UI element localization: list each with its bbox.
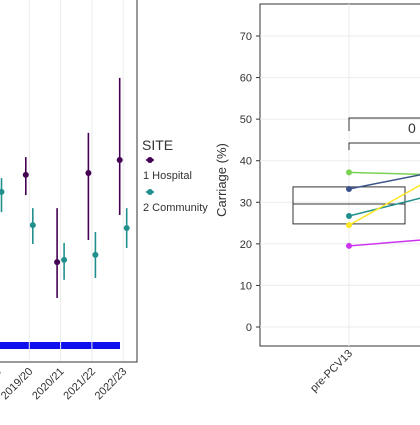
x-tick-label: 2019/20 xyxy=(0,366,35,403)
series-line xyxy=(348,184,420,226)
y-tick-label: 60 xyxy=(240,73,252,85)
point xyxy=(29,222,36,229)
x-tick-label: 2021/22 xyxy=(61,366,98,403)
series-line xyxy=(348,171,420,176)
point xyxy=(346,222,352,229)
y-tick-label: 20 xyxy=(240,239,252,251)
x-tick-label: pre-PCV13 xyxy=(308,348,355,395)
point xyxy=(346,185,352,192)
point xyxy=(346,242,352,249)
point xyxy=(346,169,352,176)
left-panel xyxy=(0,0,138,363)
x-tick-label: 2020/21 xyxy=(30,366,67,403)
legend-dot xyxy=(147,157,153,163)
legend-title: SITE xyxy=(142,137,173,153)
y-tick-label: 0 xyxy=(246,322,252,334)
point xyxy=(116,157,123,164)
plot-area xyxy=(260,4,420,346)
point xyxy=(123,225,130,232)
right-panel xyxy=(259,3,420,347)
legend-label: 2 Community xyxy=(143,202,208,214)
x-tick-label: 2022/23 xyxy=(93,366,130,403)
y-tick-label: 40 xyxy=(240,156,252,168)
y-axis-label: Carriage (%) xyxy=(214,143,229,217)
bracket xyxy=(348,117,420,131)
series-line xyxy=(348,239,420,247)
annotation: 0 xyxy=(408,120,416,136)
legend-label: 1 Hospital xyxy=(143,170,192,182)
series-line xyxy=(348,174,420,190)
point xyxy=(85,170,92,177)
point xyxy=(92,251,99,258)
point xyxy=(0,188,5,195)
y-tick-label: 70 xyxy=(240,31,252,43)
period-bar xyxy=(0,342,120,349)
point xyxy=(54,259,61,266)
y-tick-label: 10 xyxy=(240,280,252,292)
bracket xyxy=(348,142,420,150)
point xyxy=(346,213,352,220)
y-tick-label: 50 xyxy=(240,114,252,126)
y-tick-label: 30 xyxy=(240,197,252,209)
point xyxy=(61,256,68,263)
point xyxy=(22,171,29,178)
legend-dot xyxy=(147,189,153,195)
